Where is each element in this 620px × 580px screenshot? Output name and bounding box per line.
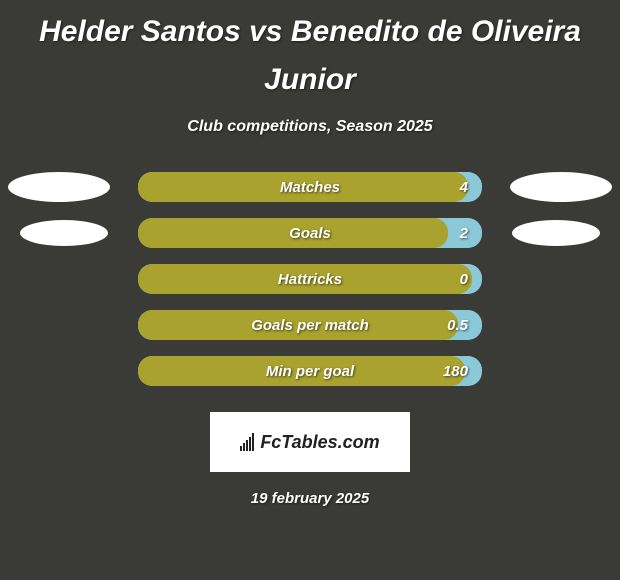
logo-text: FcTables.com — [260, 432, 379, 453]
stat-value: 2 — [460, 225, 468, 242]
right-ellipse — [510, 172, 612, 202]
stat-row-min-per-goal: Min per goal 180 — [8, 356, 612, 386]
stat-value: 0 — [460, 271, 468, 288]
left-spacer — [8, 356, 110, 386]
stat-value: 0.5 — [447, 317, 468, 334]
stat-label: Goals — [289, 225, 331, 242]
stat-bar: Matches 4 — [138, 172, 482, 202]
footer-logo: FcTables.com — [210, 412, 410, 472]
right-spacer — [510, 310, 612, 340]
left-spacer — [8, 264, 110, 294]
bar-area: Matches 4 — [110, 172, 510, 202]
stat-row-hattricks: Hattricks 0 — [8, 264, 612, 294]
stats-container: Matches 4 Goals 2 Hattricks 0 — [0, 172, 620, 402]
stat-value: 4 — [460, 179, 468, 196]
page-title: Helder Santos vs Benedito de Oliveira Ju… — [0, 8, 620, 104]
stat-label: Hattricks — [278, 271, 342, 288]
left-ellipse — [20, 220, 108, 246]
stat-label: Min per goal — [266, 363, 354, 380]
stat-value: 180 — [443, 363, 468, 380]
stat-bar: Goals 2 — [138, 218, 482, 248]
stat-row-matches: Matches 4 — [8, 172, 612, 202]
right-ellipse — [512, 220, 600, 246]
right-spacer — [510, 356, 612, 386]
stat-bar: Min per goal 180 — [138, 356, 482, 386]
page-subtitle: Club competitions, Season 2025 — [187, 118, 432, 136]
stat-label: Goals per match — [251, 317, 369, 334]
stat-row-goals: Goals 2 — [8, 218, 612, 248]
bar-area: Hattricks 0 — [110, 264, 510, 294]
chart-icon — [240, 433, 254, 451]
stat-label: Matches — [280, 179, 340, 196]
right-spacer — [510, 264, 612, 294]
stat-row-goals-per-match: Goals per match 0.5 — [8, 310, 612, 340]
left-ellipse — [8, 172, 110, 202]
bar-area: Goals per match 0.5 — [110, 310, 510, 340]
date-text: 19 february 2025 — [251, 490, 369, 507]
stat-bar: Hattricks 0 — [138, 264, 482, 294]
bar-area: Min per goal 180 — [110, 356, 510, 386]
bar-area: Goals 2 — [108, 218, 512, 248]
left-spacer — [8, 310, 110, 340]
stat-bar: Goals per match 0.5 — [138, 310, 482, 340]
